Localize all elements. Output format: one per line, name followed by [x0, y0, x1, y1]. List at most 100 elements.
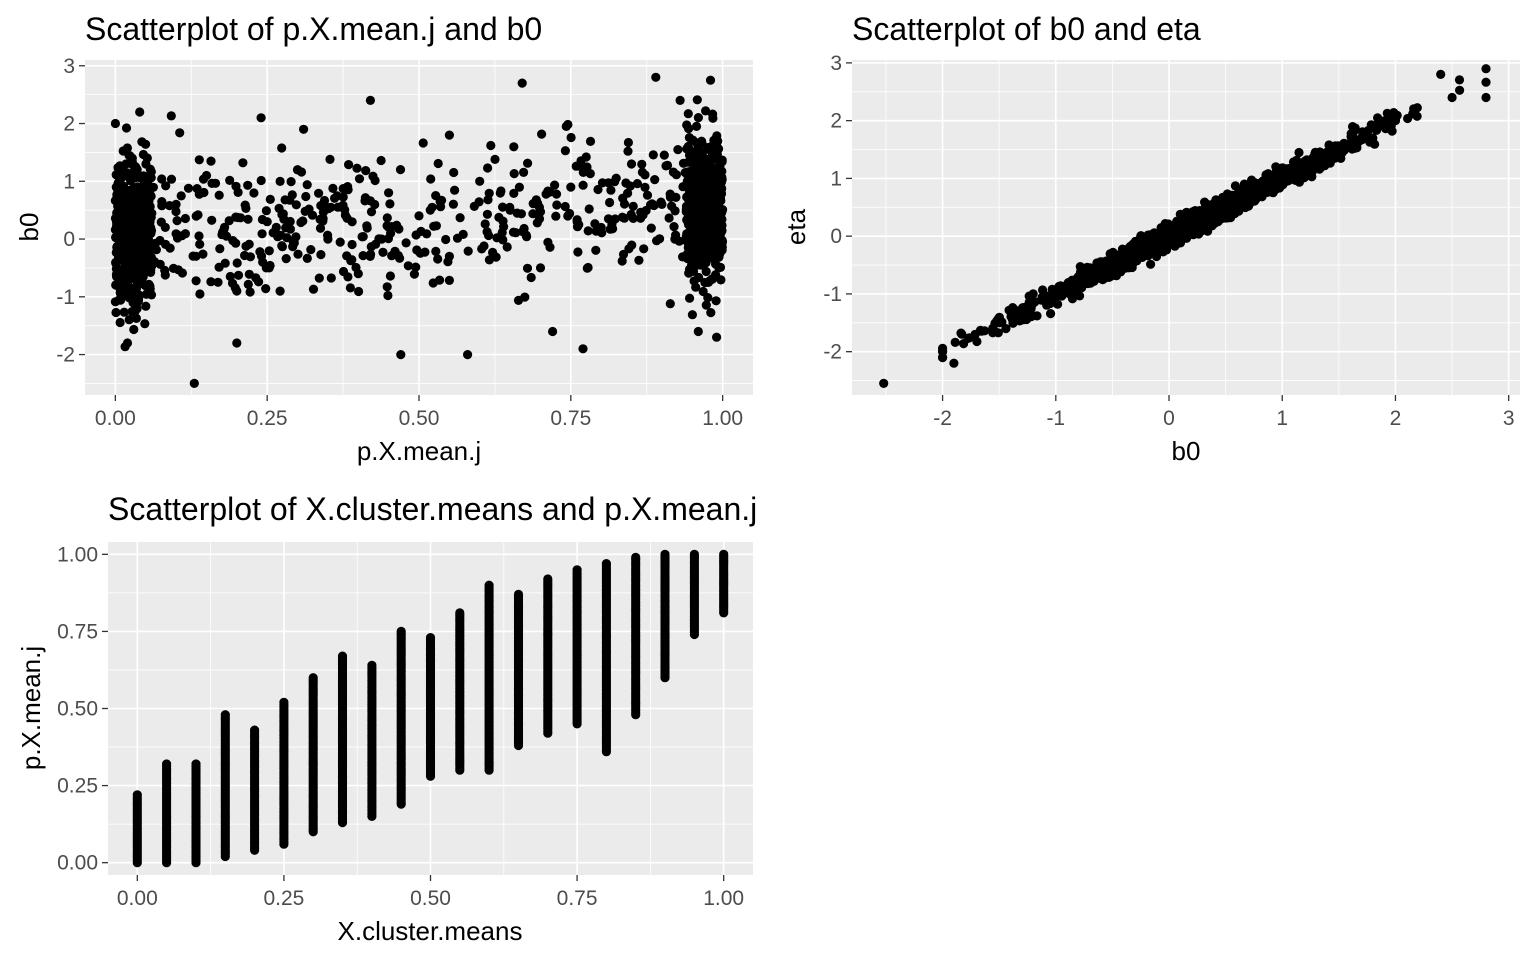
data-point: [463, 246, 473, 256]
data-point: [498, 202, 508, 212]
data-point: [508, 227, 519, 237]
data-point: [282, 233, 292, 243]
data-point: [207, 215, 217, 225]
data-point: [519, 167, 529, 177]
data-point: [214, 262, 224, 272]
data-point: [626, 209, 636, 220]
data-point: [578, 180, 588, 190]
y-tick-label: -2: [56, 344, 75, 367]
x-tick-label: 0.00: [117, 887, 158, 910]
data-point: [665, 189, 675, 199]
data-point: [157, 197, 167, 207]
data-point: [257, 214, 267, 225]
data-point: [113, 186, 123, 196]
data-point: [502, 242, 512, 252]
data-point: [172, 216, 182, 226]
y-tick-label: 1: [830, 167, 842, 190]
data-point: [160, 222, 170, 232]
data-point: [717, 225, 727, 236]
data-point: [265, 260, 275, 271]
data-point: [450, 185, 460, 195]
data-point: [131, 236, 141, 246]
data-point: [566, 182, 576, 192]
data-point: [664, 213, 674, 223]
data-point: [141, 301, 151, 311]
data-point: [1227, 196, 1237, 206]
data-point: [701, 207, 711, 217]
y-tick-label: 1: [63, 170, 75, 193]
data-point: [605, 197, 615, 208]
data-point: [131, 261, 141, 271]
data-point: [623, 137, 634, 148]
data-point: [384, 188, 394, 198]
data-point: [611, 173, 621, 183]
chart-3-ylabel: p.X.mean.j: [16, 646, 46, 770]
data-point: [180, 229, 190, 239]
data-point: [175, 128, 185, 138]
data-point: [1436, 69, 1446, 79]
data-point: [535, 207, 546, 217]
data-point: [128, 205, 138, 215]
data-point: [690, 180, 700, 190]
data-point: [1108, 247, 1118, 257]
data-point: [1403, 113, 1413, 124]
data-point: [1121, 247, 1131, 257]
data-point: [135, 107, 145, 117]
data-point: [189, 378, 199, 388]
data-point: [160, 270, 170, 280]
data-point: [582, 162, 592, 172]
data-point: [581, 152, 591, 162]
data-point: [112, 272, 122, 282]
data-point: [366, 242, 376, 252]
x-tick-label: 1.00: [703, 887, 744, 910]
data-point: [155, 235, 165, 246]
data-point: [700, 200, 710, 210]
data-point: [171, 206, 181, 217]
data-point: [195, 239, 205, 249]
data-point: [463, 350, 473, 360]
chart-2-y-axis: -2 -1 0 1 2 3: [823, 52, 852, 364]
data-point: [193, 210, 203, 220]
data-point: [1447, 92, 1457, 103]
data-point: [697, 217, 707, 227]
data-point: [699, 240, 709, 250]
data-point: [431, 246, 441, 256]
data-point: [293, 165, 303, 175]
data-point: [110, 118, 120, 129]
data-point: [157, 174, 167, 184]
chart-1-title: Scatterplot of p.X.mean.j and b0: [85, 11, 542, 47]
data-point: [131, 300, 141, 310]
data-point: [610, 214, 620, 224]
data-point: [631, 552, 641, 563]
data-point: [1303, 161, 1313, 171]
data-point: [166, 174, 177, 184]
data-point: [1095, 272, 1105, 282]
chart-1: Scatterplot of p.X.mean.j and b0 0.00 0.2…: [14, 11, 753, 466]
data-point: [665, 299, 675, 309]
data-point: [949, 358, 959, 368]
data-point: [198, 174, 209, 184]
data-point: [358, 251, 368, 261]
data-point: [683, 109, 693, 119]
data-point: [220, 710, 230, 720]
data-point: [249, 188, 259, 198]
data-point: [1142, 247, 1152, 257]
chart-2-x-axis: -2 -1 0 1 2 3: [933, 395, 1515, 430]
data-point: [243, 180, 253, 190]
data-point: [286, 177, 296, 187]
data-point: [1230, 181, 1240, 191]
data-point: [146, 167, 156, 177]
data-point: [220, 222, 230, 232]
data-point: [370, 175, 380, 186]
data-point: [241, 241, 251, 251]
y-tick-label: -1: [823, 283, 842, 306]
data-point: [308, 284, 319, 294]
data-point: [132, 790, 142, 800]
data-point: [215, 244, 225, 254]
data-point: [522, 263, 533, 273]
data-point: [513, 589, 524, 600]
x-tick-label: 0.75: [557, 887, 598, 910]
data-point: [385, 199, 395, 209]
data-point: [550, 180, 560, 190]
data-point: [330, 193, 340, 203]
